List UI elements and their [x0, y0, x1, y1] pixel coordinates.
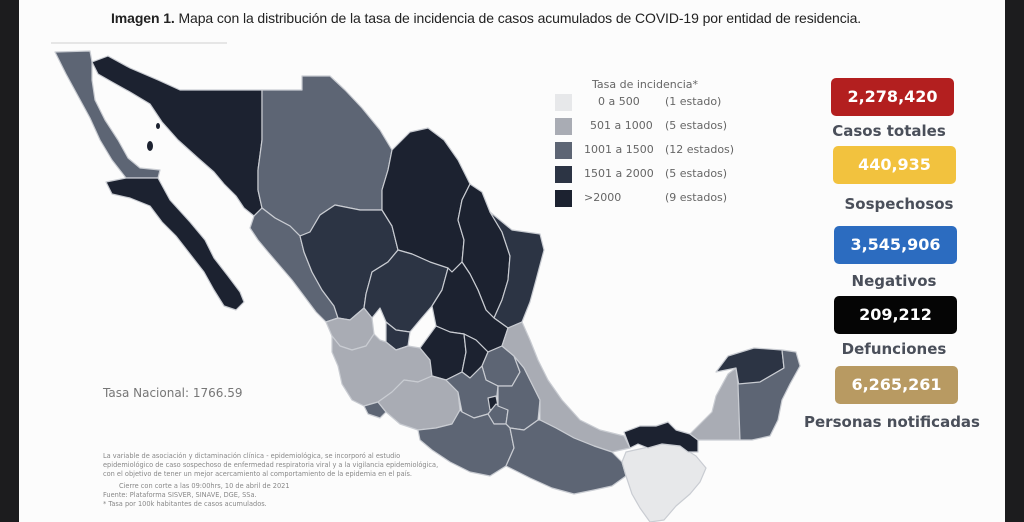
state-baja-california: [54, 50, 161, 179]
legend-count: (12 estados): [665, 143, 735, 156]
island-angel-de-la-guarda: [156, 123, 160, 129]
state-guerrero: [417, 409, 515, 477]
legend-count: (1 estado): [665, 95, 722, 108]
stat-deaths-value: 209,212: [834, 296, 957, 334]
legend-range: 1001 a 1500: [584, 143, 654, 156]
legend-swatch: [555, 166, 572, 183]
dark-border-left: [0, 0, 19, 522]
legend-range: 1501 a 2000: [584, 167, 654, 180]
legend-range: >2000: [584, 191, 622, 204]
legend-swatch: [555, 118, 572, 135]
legend-item: >2000 (9 estados): [555, 190, 755, 208]
legend-swatch: [555, 94, 572, 111]
stat-total-cases-label: Casos totales: [832, 122, 946, 140]
legend-range: 0 a 500: [598, 95, 640, 108]
state-baja-california-sur: [105, 177, 245, 311]
state-campeche: [689, 367, 741, 441]
stat-suspected-value: 440,935: [833, 146, 956, 184]
figure-title: Imagen 1. Mapa con la distribución de la…: [111, 10, 931, 26]
legend-item: 1501 a 2000 (5 estados): [555, 166, 755, 184]
legend-swatch: [555, 190, 572, 207]
stat-deaths-label: Defunciones: [841, 340, 947, 358]
legend-item: 1001 a 1500 (12 estados): [555, 142, 755, 160]
legend-item: 501 a 1000 (5 estados): [555, 118, 755, 136]
stat-suspected-label: Sospechosos: [844, 195, 954, 213]
cutoff-date: Cierre con corte a las 09:00hrs, 10 de a…: [119, 482, 290, 490]
note-line: epidemiológico de caso sospechoso de enf…: [103, 461, 439, 469]
state-quintana-roo: [737, 349, 801, 441]
legend-title: Tasa de incidencia*: [592, 78, 699, 91]
rate-footnote: * Tasa por 100k habitantes de casos acum…: [103, 500, 267, 508]
note-line: con el objetivo de tener un mejor acerca…: [103, 470, 413, 478]
legend-swatch: [555, 142, 572, 159]
national-rate: Tasa Nacional: 1766.59: [103, 386, 243, 400]
figure-title-bold: Imagen 1.: [111, 10, 175, 26]
note-line: La variable de asociación y dictaminació…: [103, 452, 401, 460]
footnotes: La variable de asociación y dictaminació…: [103, 452, 438, 509]
data-source: Fuente: Plataforma SISVER, SINAVE, DGE, …: [103, 491, 257, 499]
divider-line: [51, 42, 227, 44]
dark-border-right: [1005, 0, 1024, 522]
legend-item: 0 a 500 (1 estado): [555, 94, 755, 112]
stat-notified-label: Personas notificadas: [804, 413, 980, 431]
stat-negative-value: 3,545,906: [834, 226, 957, 264]
legend-range: 501 a 1000: [590, 119, 653, 132]
mexico-choropleth-map: [54, 50, 801, 522]
legend-count: (5 estados): [665, 119, 728, 132]
island-tiburon: [147, 141, 153, 151]
infographic-page: Imagen 1. Mapa con la distribución de la…: [19, 0, 1005, 522]
legend-count: (5 estados): [665, 167, 728, 180]
legend-count: (9 estados): [665, 191, 728, 204]
state-tabasco: [623, 421, 699, 453]
stat-total-cases-value: 2,278,420: [831, 78, 954, 116]
figure-title-text: Mapa con la distribución de la tasa de i…: [174, 10, 862, 26]
stat-notified-value: 6,265,261: [835, 366, 958, 404]
state-chiapas: [621, 443, 707, 522]
stat-negative-label: Negativos: [851, 272, 937, 290]
